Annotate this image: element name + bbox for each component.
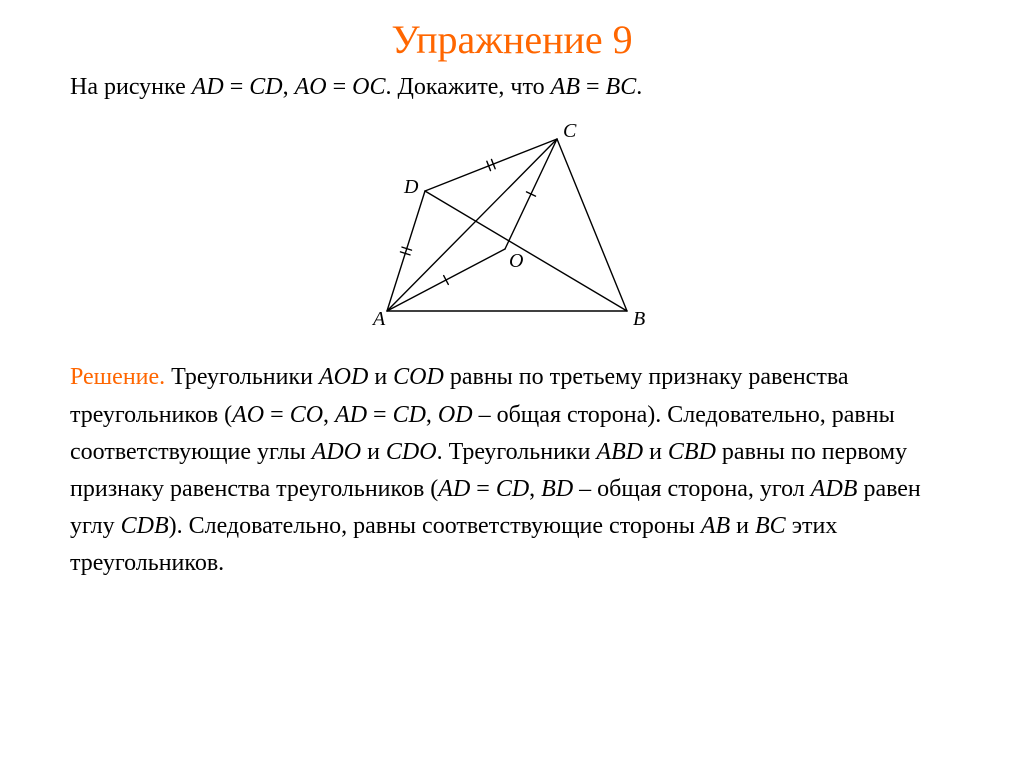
problem-statement: На рисунке AD = CD, AO = OC. Докажите, ч… [70, 71, 954, 103]
point-label-o: O [509, 250, 523, 272]
triangle-diagram: A B C D O [347, 121, 677, 331]
point-label-a: A [371, 308, 386, 330]
exercise-title: Упражнение 9 [70, 16, 954, 63]
point-label-c: C [563, 121, 577, 142]
solution-text: Решение. Треугольники AOD и COD равны по… [70, 359, 954, 582]
point-label-d: D [403, 176, 419, 198]
point-label-b: B [633, 308, 645, 330]
solution-label: Решение. [70, 364, 165, 390]
